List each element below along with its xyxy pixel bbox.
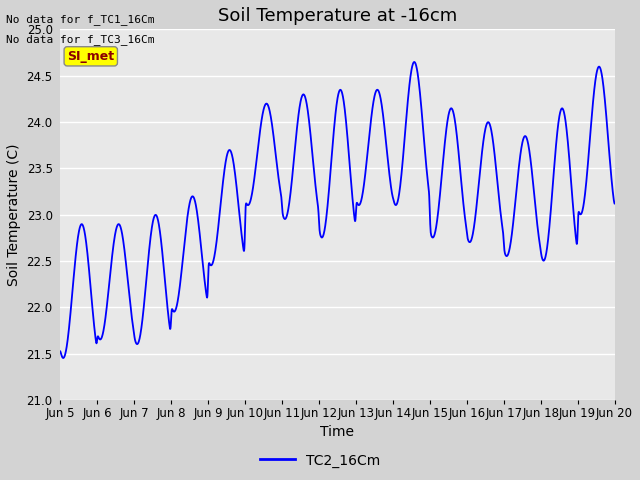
Text: SI_met: SI_met xyxy=(67,50,115,63)
Text: No data for f_TC3_16Cm: No data for f_TC3_16Cm xyxy=(6,34,155,45)
Title: Soil Temperature at -16cm: Soil Temperature at -16cm xyxy=(218,7,457,25)
Legend: TC2_16Cm: TC2_16Cm xyxy=(255,448,385,473)
Text: No data for f_TC1_16Cm: No data for f_TC1_16Cm xyxy=(6,14,155,25)
X-axis label: Time: Time xyxy=(321,425,355,440)
Y-axis label: Soil Temperature (C): Soil Temperature (C) xyxy=(7,144,21,286)
